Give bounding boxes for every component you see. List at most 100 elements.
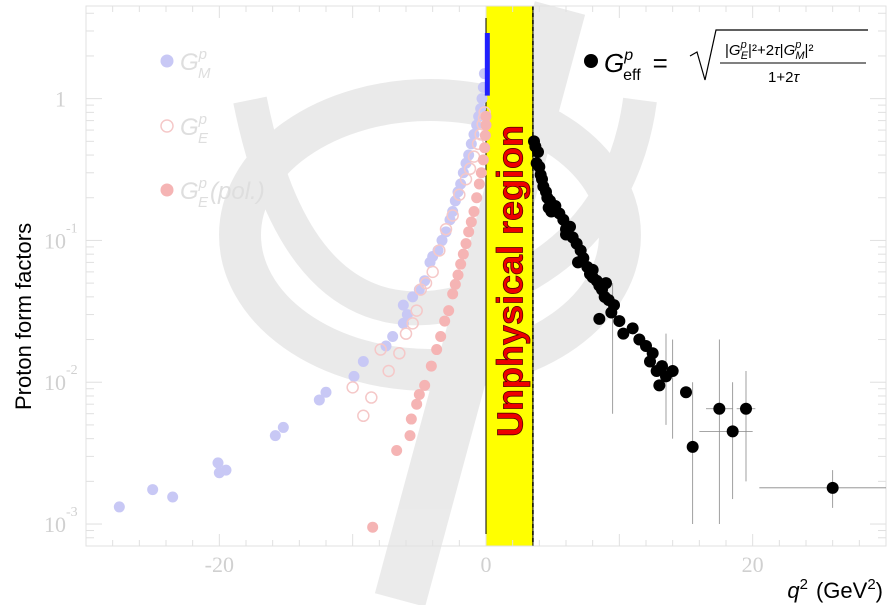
data-point-series-2 xyxy=(475,167,487,179)
data-point-series-0 xyxy=(449,195,461,207)
x-tick-label: 20 xyxy=(742,552,764,577)
data-point-series-2 xyxy=(480,110,492,122)
data-point-series-2 xyxy=(439,315,451,327)
data-point-series-2 xyxy=(449,278,461,290)
data-point-series-2 xyxy=(479,129,491,141)
data-point-series-2 xyxy=(425,360,437,372)
legend-marker-geff xyxy=(584,54,598,68)
data-point-series-0 xyxy=(380,340,392,352)
data-point-series-0 xyxy=(213,467,225,479)
data-point-series-0 xyxy=(476,93,488,105)
data-point-series-0 xyxy=(447,205,459,217)
data-point-series-3 xyxy=(593,312,606,325)
data-point-series-0 xyxy=(407,291,419,303)
x-axis-label: q2 (GeV2) xyxy=(787,576,883,603)
data-point-series-1 xyxy=(433,244,446,257)
data-point-series-2 xyxy=(452,269,464,281)
data-point-series-2 xyxy=(431,344,443,356)
watermark-psi-logo xyxy=(219,1,657,605)
data-point-series-0 xyxy=(269,430,281,442)
data-point-series-3 xyxy=(740,402,752,415)
data-point-series-3 xyxy=(680,386,692,399)
data-point-series-3 xyxy=(666,365,679,378)
data-point-series-1 xyxy=(439,222,453,236)
data-point-series-2 xyxy=(391,445,403,457)
data-point-series-0 xyxy=(147,484,159,496)
data-point-series-0 xyxy=(348,370,360,382)
data-point-series-3 xyxy=(586,263,599,276)
data-point-series-2 xyxy=(463,226,475,238)
data-point-series-2 xyxy=(477,154,489,166)
data-point-series-3 xyxy=(605,306,618,319)
y-tick-label: 10 xyxy=(44,370,66,395)
data-point-series-2 xyxy=(473,178,485,190)
data-point-series-0 xyxy=(320,386,332,398)
data-point-series-3 xyxy=(644,355,656,368)
data-point-series-0 xyxy=(167,491,179,503)
data-point-series-2 xyxy=(435,331,447,343)
axis-ticks xyxy=(85,6,887,547)
data-point-series-1 xyxy=(453,188,466,201)
y-tick-label: 1 xyxy=(55,87,66,112)
x-tick-label: 0 xyxy=(481,552,492,577)
data-point-series-0 xyxy=(401,309,413,321)
data-point-series-1 xyxy=(459,173,473,186)
data-point-series-1 xyxy=(365,391,378,404)
data-point-series-1 xyxy=(419,276,433,290)
data-point-series-0 xyxy=(397,299,409,311)
data-point-series-3 xyxy=(600,277,612,290)
data-point-series-0 xyxy=(357,356,369,368)
data-point-series-2 xyxy=(455,258,467,270)
data-point-series-0 xyxy=(436,234,448,246)
y-tick-label: 10 xyxy=(44,228,66,253)
data-point-series-1 xyxy=(346,381,359,394)
data-point-series-3 xyxy=(726,425,739,438)
legend-label-ge: Gp E xyxy=(180,111,209,147)
legend-label-gm: Gp M xyxy=(180,46,211,82)
data-point-series-0 xyxy=(313,394,325,406)
data-point-series-1 xyxy=(374,343,387,356)
y-tick-exponent: -2 xyxy=(66,363,78,378)
data-point-series-0 xyxy=(113,501,125,513)
data-point-series-2 xyxy=(405,413,417,425)
legend: Gp M Gp E Gp E(pol.) Gp eff = |Gp E|²+2τ|Gp M|²… xyxy=(160,29,868,211)
data-point-series-1 xyxy=(446,209,459,222)
data-point-series-3 xyxy=(656,360,668,373)
data-point-series-2 xyxy=(465,216,477,228)
legend-label-ge-pol: Gp E(pol.) xyxy=(180,175,265,211)
data-point-series-1 xyxy=(399,327,413,340)
data-point-series-3 xyxy=(653,379,666,392)
data-point-series-3 xyxy=(532,146,544,159)
data-point-series-1 xyxy=(463,162,477,176)
error-bars xyxy=(612,283,886,525)
data-point-series-1 xyxy=(393,347,406,360)
x-tick-label: -20 xyxy=(205,552,234,577)
y-axis-label: Proton form factors xyxy=(11,223,36,410)
formula-numerator: |Gp E|²+2τ|Gp M|² xyxy=(725,39,813,62)
data-point-series-0 xyxy=(387,331,399,343)
data-point-series-2 xyxy=(447,288,459,300)
data-point-series-0 xyxy=(397,317,409,329)
y-tick-label: 10 xyxy=(44,512,66,537)
data-point-series-1 xyxy=(426,265,439,279)
data-point-series-3 xyxy=(713,402,726,415)
data-point-series-2 xyxy=(411,398,423,410)
y-tick-exponent: -1 xyxy=(66,221,78,236)
data-point-series-1 xyxy=(406,317,419,330)
data-point-series-1 xyxy=(382,364,395,378)
data-point-series-2 xyxy=(471,192,483,204)
data-point-series-0 xyxy=(212,457,224,469)
legend-marker-ge xyxy=(160,119,174,133)
data-point-series-2 xyxy=(468,205,480,217)
data-point-series-0 xyxy=(440,226,452,238)
data-point-series-2 xyxy=(480,119,492,131)
data-point-series-2 xyxy=(479,142,491,154)
data-point-series-3 xyxy=(572,256,584,269)
data-point-series-0 xyxy=(455,178,467,190)
legend-marker-gm xyxy=(160,54,174,68)
data-point-series-3 xyxy=(617,327,630,340)
data-point-series-2 xyxy=(367,521,379,533)
data-point-series-3 xyxy=(626,322,639,335)
legend-marker-ge-pol xyxy=(160,183,174,197)
